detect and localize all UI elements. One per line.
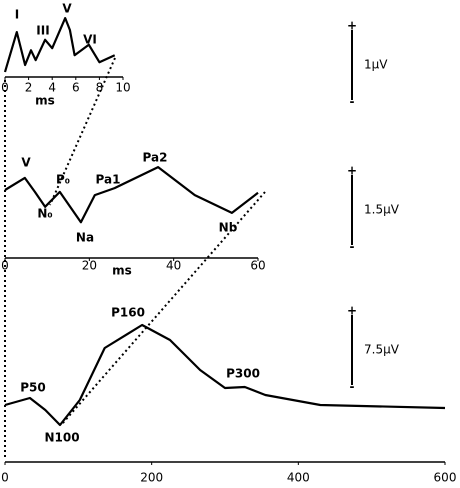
scale-minus: -	[350, 95, 355, 109]
peak-label: P300	[226, 367, 260, 381]
x-tick-label: 0	[1, 259, 9, 273]
scale-plus: +	[347, 304, 357, 318]
x-tick-label: 60	[250, 259, 265, 273]
x-axis-label: ms	[112, 264, 132, 278]
peak-label: Pa1	[96, 173, 121, 187]
waveform	[4, 166, 259, 224]
peak-label: P50	[20, 381, 46, 395]
scale-label: 1.5μV	[364, 203, 400, 217]
peak-label: I	[15, 8, 19, 22]
peak-label: V	[62, 2, 72, 16]
scale-minus: -	[350, 380, 355, 394]
scale-label: 1μV	[364, 58, 388, 72]
scale-plus: +	[347, 19, 357, 33]
peak-label: Na	[76, 231, 94, 245]
waveform	[4, 323, 446, 427]
peak-label: N100	[44, 431, 79, 445]
connector	[49, 57, 116, 206]
x-tick-label: 20	[82, 259, 97, 273]
x-tick-label: 400	[287, 471, 310, 485]
scale-plus: +	[347, 164, 357, 178]
x-axis-label: ms	[35, 94, 55, 108]
peak-label: P₀	[56, 173, 70, 187]
scale-label: 7.5μV	[364, 343, 400, 357]
x-tick-label: 8	[96, 81, 104, 95]
x-tick-label: 40	[166, 259, 181, 273]
x-tick-label: 600	[434, 471, 457, 485]
peak-label: Pa2	[143, 151, 168, 165]
peak-label: III	[36, 24, 49, 38]
peak-label: Nb	[219, 221, 238, 235]
x-tick-label: 0	[1, 81, 9, 95]
x-tick-label: 0	[1, 471, 9, 485]
scale-minus: -	[350, 240, 355, 254]
waveform	[3, 17, 116, 73]
x-tick-label: 4	[48, 81, 56, 95]
x-tick-label: 6	[72, 81, 80, 95]
x-tick-label: 2	[25, 81, 33, 95]
peak-label: V	[21, 156, 31, 170]
x-tick-label: 10	[115, 81, 130, 95]
x-tick-label: 200	[140, 471, 163, 485]
connector	[61, 191, 266, 425]
peak-label: N₀	[37, 207, 52, 221]
peak-label: VI	[83, 33, 97, 47]
peak-label: P160	[111, 306, 145, 320]
